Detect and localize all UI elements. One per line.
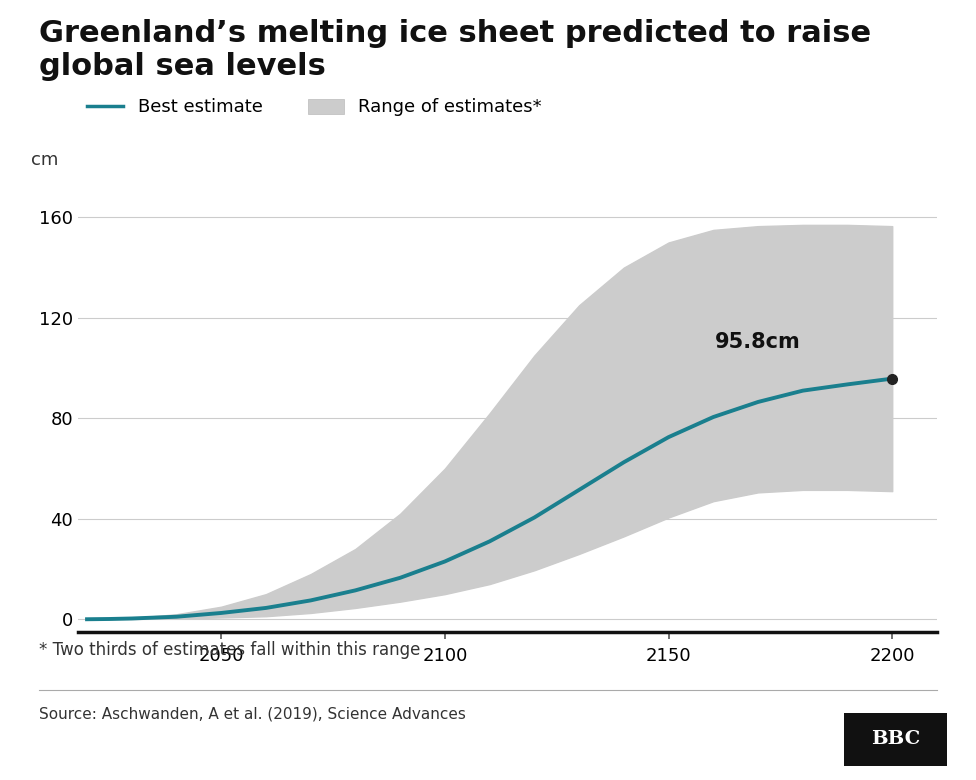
Text: Source: Aschwanden, A et al. (2019), Science Advances: Source: Aschwanden, A et al. (2019), Sci… <box>39 707 466 722</box>
Text: 95.8cm: 95.8cm <box>715 332 801 353</box>
Text: Greenland’s melting ice sheet predicted to raise
global sea levels: Greenland’s melting ice sheet predicted … <box>39 20 872 81</box>
Text: * Two thirds of estimates fall within this range: * Two thirds of estimates fall within th… <box>39 641 421 659</box>
Legend: Best estimate, Range of estimates*: Best estimate, Range of estimates* <box>87 98 542 116</box>
Text: cm: cm <box>31 151 59 169</box>
Text: BBC: BBC <box>871 730 920 749</box>
